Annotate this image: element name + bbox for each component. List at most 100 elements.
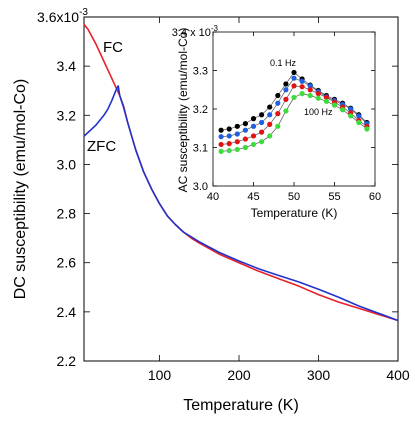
inset-data-point (315, 95, 321, 101)
inset-data-point (307, 83, 313, 89)
inset-data-point (299, 78, 305, 84)
main-chart: 100 200 300 4002.22.42.62.83.03.23.43.6x10-… (12, 7, 410, 414)
y-tick-label: 3.0 (57, 156, 77, 172)
inset-data-point (267, 112, 273, 118)
inset-data-point (283, 108, 289, 114)
inset-data-point (242, 144, 248, 151)
inset-data-point (323, 98, 329, 104)
y-tick-label: 3.1 (193, 143, 208, 155)
inset-data-point (259, 119, 265, 126)
inset-data-point (283, 87, 289, 93)
inset-data-point (291, 83, 297, 89)
inset-data-point (226, 147, 232, 154)
x-tick-label: 55 (328, 191, 340, 203)
x-tick-label: 40 (207, 191, 219, 203)
y-tick-label: 3.2 (57, 107, 77, 123)
y-tick-label: 3.0 (193, 181, 208, 193)
inset-data-point (315, 91, 321, 97)
inset-data-point (275, 100, 281, 106)
inset-data-point (242, 127, 248, 133)
inset-data-point (226, 133, 232, 139)
y-tick-label: 3.2 (193, 104, 208, 116)
inset-data-point (275, 92, 281, 99)
y-tick-exponent: -3 (211, 24, 219, 33)
inset-data-point (323, 94, 329, 101)
inset-data-point (250, 123, 257, 129)
x-tick-label: 60 (369, 191, 381, 203)
inset-data-point (242, 136, 248, 142)
inset-background (213, 32, 375, 186)
main-y-axis-label: DC susceptibility (emu/mol-Co) (12, 79, 29, 300)
x-tick-label: 200 (227, 367, 251, 383)
inset-data-point (226, 141, 232, 147)
x-tick-label: 45 (247, 191, 259, 203)
inset-data-point (331, 102, 338, 108)
y-tick-exponent: -3 (79, 7, 88, 18)
inset-data-point (226, 126, 232, 132)
main-plot-frame (83, 16, 399, 362)
inset-data-point (218, 148, 224, 154)
main-ticks: 100 200 300 4002.22.42.62.83.03.23.43.6x10-… (37, 7, 410, 383)
inset-data-point (340, 107, 346, 113)
inset-series-group (218, 69, 370, 154)
inset-data-point (307, 92, 313, 99)
inset-data-point (299, 84, 305, 90)
main-x-axis-label: Temperature (K) (183, 397, 299, 414)
inset-annotation-low-freq: 0.1 Hz (270, 58, 297, 68)
inset-data-point (218, 134, 224, 140)
inset-data-point (275, 123, 281, 129)
inset-data-point (267, 104, 273, 110)
inset-data-point (234, 131, 240, 137)
zfc-annotation: ZFC (87, 138, 116, 155)
inset-data-point (218, 127, 224, 133)
y-tick-label: 2.4 (57, 304, 77, 320)
inset-data-point (267, 133, 273, 139)
inset-annotation-high-freq: 100 Hz (304, 107, 333, 117)
series-line-zfc (83, 85, 399, 322)
inset-data-point (291, 69, 297, 76)
inset-data-point (250, 116, 257, 122)
inset-data-point (364, 126, 370, 132)
inset-data-point (348, 106, 354, 112)
inset-data-point (234, 146, 240, 153)
inset-data-point (259, 112, 265, 118)
inset-data-point (259, 139, 265, 145)
y-tick-label: 3.6x10-3 (37, 7, 88, 25)
inset-data-point (234, 123, 240, 129)
inset-ticks: 40 45 50 55 60 3.0 3.1 3.2 3.3 3.4 x 10-3 (172, 24, 381, 203)
x-tick-label: 50 (288, 191, 300, 203)
y-tick-label-base: 3.6x10 (37, 9, 79, 25)
inset-data-point (356, 113, 362, 119)
x-tick-label: 400 (386, 367, 410, 383)
y-tick-label: 2.8 (57, 206, 77, 222)
y-tick-label: 3.4 (57, 58, 77, 74)
y-tick-label: 3.3 (193, 66, 208, 78)
y-tick-label: 2.2 (57, 353, 77, 369)
inset-data-point (242, 121, 248, 127)
inset-y-axis-label: AC susceptibility (emu/mol-Co) (176, 28, 190, 193)
inset-x-axis-label: Temperature (K) (251, 206, 338, 220)
inset-data-point (299, 91, 305, 97)
main-series-group (83, 23, 399, 322)
fc-annotation: FC (103, 39, 123, 56)
y-tick-label-base: 3.4 x 10 (172, 27, 211, 39)
inset-data-point (348, 113, 354, 119)
y-tick-label: 2.6 (57, 255, 77, 271)
inset-data-point (307, 87, 313, 93)
y-tick-label: 3.4 x 10-3 (172, 24, 219, 39)
inset-chart: 40 45 50 55 60 3.0 3.1 3.2 3.3 3.4 x 10-3 Tempera… (172, 24, 381, 220)
inset-data-point (356, 119, 362, 126)
inset-data-point (234, 139, 240, 145)
inset-data-point (291, 75, 297, 81)
inset-data-point (283, 96, 289, 102)
inset-data-point (283, 81, 289, 87)
inset-data-point (218, 141, 224, 148)
x-tick-label: 300 (307, 367, 331, 383)
inset-data-point (259, 129, 265, 135)
inset-data-point (250, 141, 257, 148)
x-tick-label: 100 (148, 367, 172, 383)
inset-data-point (275, 111, 281, 117)
inset-data-point (250, 133, 257, 139)
inset-data-point (267, 121, 273, 127)
